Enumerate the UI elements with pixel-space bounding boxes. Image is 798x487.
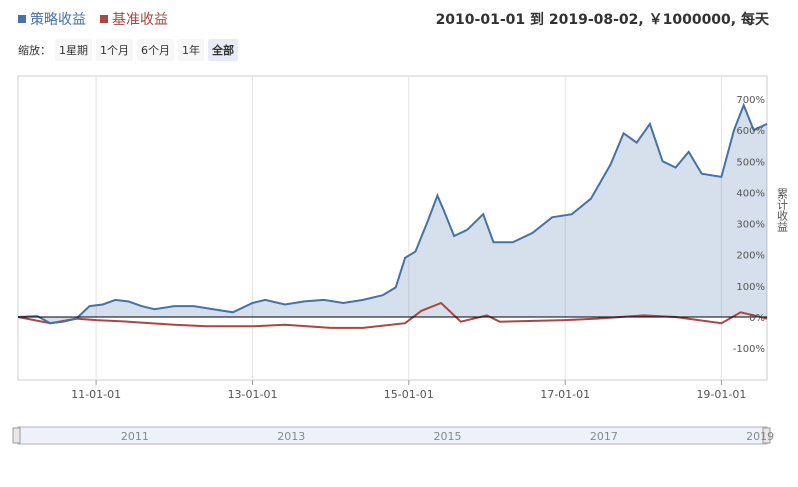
navigator-label: 2011	[121, 430, 149, 443]
x-tick-label: 19-01-01	[696, 388, 746, 401]
zoom-1-month-button[interactable]: 1个月	[96, 39, 133, 61]
strategy-area	[18, 105, 767, 324]
legend-label-benchmark: 基准收益	[112, 12, 168, 28]
plot-area	[17, 75, 768, 381]
y-tick-label: 600%	[736, 126, 765, 137]
zoom-controls: 缩放： 1星期 1个月 6个月 1年 全部	[18, 39, 238, 61]
chart-legend: 策略收益 基准收益	[18, 9, 168, 29]
zoom-1-year-button[interactable]: 1年	[178, 39, 204, 61]
zoom-label: 缩放：	[18, 44, 51, 57]
zoom-all-button[interactable]: 全部	[208, 39, 238, 61]
y-tick-label: 700%	[736, 95, 765, 106]
x-tick-label: 17-01-01	[540, 388, 590, 401]
y-tick-label: 500%	[736, 157, 765, 168]
legend-swatch-benchmark	[100, 15, 108, 23]
legend-label-strategy: 策略收益	[30, 12, 86, 28]
x-tick-label: 13-01-01	[228, 388, 278, 401]
x-tick-label: 11-01-01	[71, 388, 121, 401]
benchmark-line	[17, 301, 768, 329]
y-tick-label: 100%	[736, 282, 765, 293]
y-tick-label: -100%	[733, 344, 765, 355]
strategy-line	[17, 102, 768, 325]
zoom-1-week-button[interactable]: 1星期	[55, 39, 92, 61]
navigator-label: 2013	[277, 430, 305, 443]
navigator-left-handle	[12, 427, 21, 444]
y-tick-label: 0%	[749, 313, 765, 324]
y-tick-label: 200%	[736, 251, 765, 262]
legend-item-strategy[interactable]: 策略收益	[18, 9, 86, 29]
navigator-track	[17, 426, 768, 445]
y-axis-label: 累计收益	[776, 188, 789, 232]
navigator-right-handle	[762, 427, 771, 444]
legend-item-benchmark[interactable]: 基准收益	[100, 9, 168, 29]
navigator-label: 2015	[433, 430, 461, 443]
y-tick-label: 300%	[736, 220, 765, 231]
date-range-summary: 2010-01-01 到 2019-08-02, ￥1000000, 每天	[435, 12, 769, 28]
navigator[interactable]: 2011 2013 2015 2017 2019	[12, 426, 774, 445]
y-tick-label: 400%	[736, 188, 765, 199]
legend-swatch-strategy	[18, 15, 26, 23]
navigator-label: 2019	[746, 430, 774, 443]
navigator-label: 2017	[590, 430, 618, 443]
x-tick-label: 15-01-01	[384, 388, 434, 401]
zoom-6-month-button[interactable]: 6个月	[137, 39, 174, 61]
